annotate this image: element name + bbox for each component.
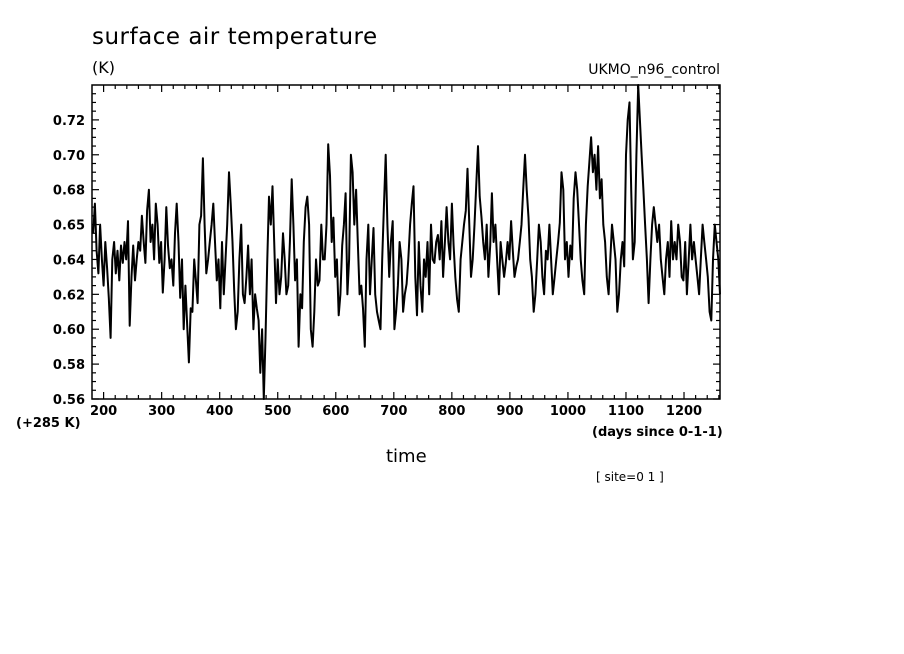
source-label: UKMO_n96_control (588, 62, 720, 78)
y-offset-label: (+285 K) (16, 416, 81, 431)
x-tick-label: 1200 (666, 404, 702, 419)
site-note: [ site=0 1 ] (596, 470, 664, 484)
x-axis-label: time (386, 446, 427, 467)
x-tick-label: 700 (380, 404, 407, 419)
x-tick-label: 300 (148, 404, 175, 419)
units-label: (K) (92, 58, 115, 77)
series-line (92, 84, 721, 400)
y-tick-label: 0.62 (53, 288, 85, 303)
y-tick-label: 0.72 (53, 114, 85, 129)
y-tick-label: 0.70 (53, 149, 85, 164)
x-tick-label: 600 (322, 404, 349, 419)
x-tick-label: 200 (90, 404, 117, 419)
x-tick-label: 500 (264, 404, 291, 419)
y-tick-label: 0.58 (53, 358, 85, 373)
x-tick-label: 800 (438, 404, 465, 419)
chart-title: surface air temperature (92, 24, 378, 50)
x-tick-label: 400 (206, 404, 233, 419)
x-tick-label: 900 (496, 404, 523, 419)
y-tick-label: 0.60 (53, 323, 85, 338)
x-tick-label: 1000 (550, 404, 586, 419)
y-tick-label: 0.56 (53, 393, 85, 408)
axis-ticks (92, 85, 720, 400)
plot-frame (91, 84, 721, 400)
y-tick-label: 0.68 (53, 184, 85, 199)
x-units-label: (days since 0-1-1) (592, 425, 723, 440)
axis-tick-labels: 200 300 400 500 600 700 800 900 1000 1100 1200 0.56… (53, 114, 702, 419)
y-tick-label: 0.64 (53, 253, 85, 268)
y-tick-label: 0.65 (53, 219, 85, 234)
x-tick-label: 1100 (608, 404, 644, 419)
